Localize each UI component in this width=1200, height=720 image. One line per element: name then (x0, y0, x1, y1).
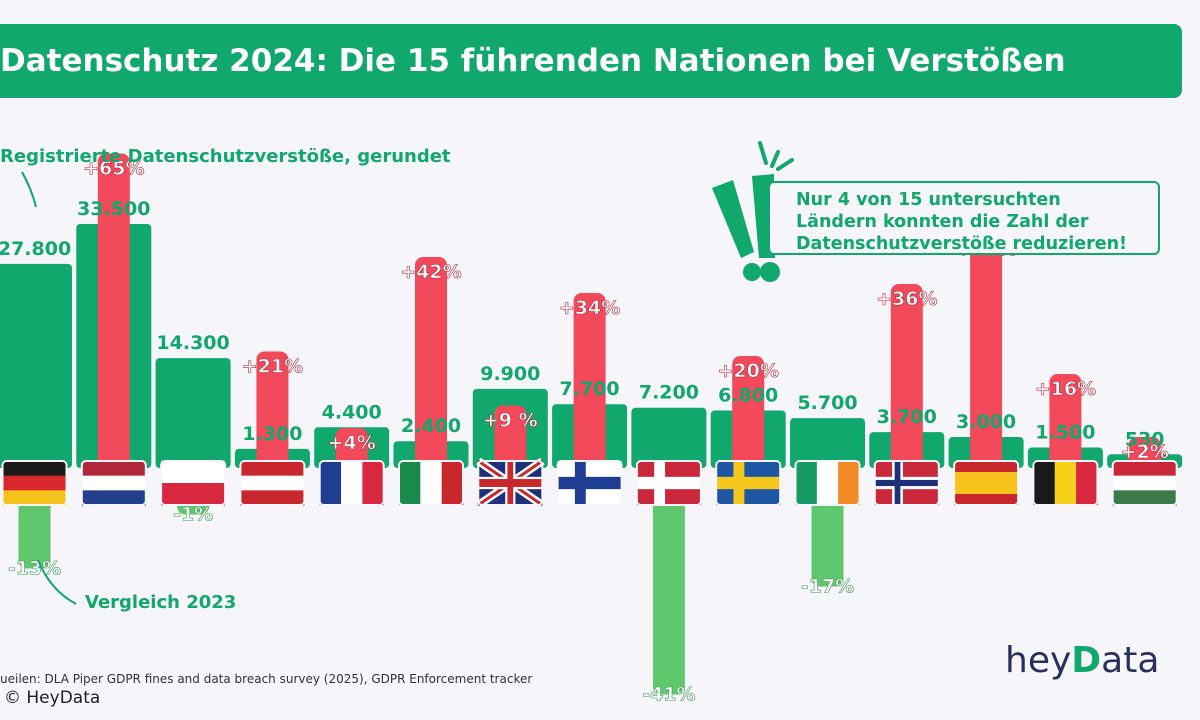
change-label-uk: +9 % (483, 410, 538, 432)
change-bar-denmark (652, 488, 685, 695)
value-bar-ireland (790, 418, 865, 468)
change-bar-france (335, 428, 368, 468)
value-bar-denmark (631, 407, 707, 468)
value-bar-germany (0, 263, 72, 468)
value-label-finland: 7.700 (560, 378, 620, 400)
source-note: ueilen: DLA Piper GDPR fines and data br… (0, 672, 533, 686)
change-label-poland: -1% (173, 504, 213, 526)
sweden-flag-icon (715, 460, 782, 506)
change-bar-belgium (1049, 374, 1082, 468)
poland-flag-icon (160, 460, 227, 506)
belgium-flag-icon (1032, 460, 1099, 506)
bars-legend-connector (21, 171, 37, 208)
change-label-norway: +36% (876, 288, 937, 310)
spain-flag-icon (953, 460, 1020, 506)
value-label-belgium: 1.500 (1035, 422, 1095, 444)
callout-box: Nur 4 von 15 untersuchten Ländern konnte… (768, 181, 1160, 255)
change-bar-uk (494, 405, 527, 468)
value-label-austria: 1.300 (242, 423, 302, 445)
change-bar-sweden (732, 356, 765, 468)
callout-line-2: Ländern konnten die Zahl der (796, 212, 1089, 232)
denmark-flag-icon (635, 460, 702, 506)
change-label-denmark: -41% (642, 684, 695, 706)
value-label-poland: 14.300 (156, 332, 229, 354)
change-bar-spain (970, 234, 1003, 468)
callout-line-1: Nur 4 von 15 untersuchten (796, 190, 1061, 210)
france-flag-icon (318, 460, 385, 506)
value-label-norway: 3.700 (877, 406, 937, 428)
change-bar-germany (18, 488, 51, 569)
hungary-flag-icon (1111, 460, 1178, 506)
austria-flag-icon (239, 460, 306, 506)
value-label-ireland: 5.700 (797, 392, 857, 414)
change-label-netherlands: +65% (83, 158, 144, 180)
change-legend-label: Vergleich 2023 (85, 592, 237, 613)
change-label-hungary: +2% (1121, 441, 1169, 463)
value-label-hungary: 530 (1125, 428, 1165, 450)
value-label-spain: 3.000 (956, 411, 1016, 433)
norway-flag-icon (873, 460, 940, 506)
value-label-sweden: 6.800 (718, 385, 778, 407)
finland-flag-icon (556, 460, 623, 506)
change-label-germany: -13% (8, 558, 61, 580)
uk-flag-icon (476, 457, 545, 509)
change-label-belgium: +16% (1035, 378, 1096, 400)
change-bar-ireland (811, 488, 844, 587)
netherlands-flag-icon (80, 460, 147, 506)
change-bar-italy (415, 257, 447, 468)
value-label-italy: 2.400 (401, 415, 461, 437)
change-bar-netherlands (97, 153, 130, 468)
chart-title: Datenschutz 2024: Die 15 führenden Natio… (0, 43, 1066, 79)
value-label-uk: 9.900 (480, 363, 540, 385)
value-label-netherlands: 33.500 (77, 198, 150, 220)
change-bar-austria (256, 351, 289, 468)
change-bar-norway (890, 284, 923, 468)
value-label-germany: 27.800 (0, 238, 71, 260)
change-label-ireland: -17% (801, 576, 854, 598)
change-bar-finland (573, 293, 606, 468)
copyright-note: © HeyData (4, 688, 101, 708)
heydata-logo: heyData (1005, 640, 1160, 681)
change-label-finland: +34% (559, 297, 620, 319)
value-label-denmark: 7.200 (639, 382, 699, 404)
ireland-flag-icon (794, 460, 861, 506)
germany-flag-icon (1, 460, 68, 506)
bars-legend-label: Registrierte Datenschutzverstöße, gerund… (0, 146, 451, 167)
value-bar-poland (155, 358, 231, 468)
title-banner: Datenschutz 2024: Die 15 führenden Natio… (0, 24, 1182, 98)
change-label-austria: +21% (242, 356, 303, 378)
value-label-france: 4.400 (322, 401, 382, 423)
callout-line-3: Datenschutzverstöße reduzieren! (796, 234, 1128, 254)
change-label-france: +4% (328, 432, 376, 454)
change-label-italy: +42% (400, 261, 461, 283)
change-legend-connector (37, 559, 77, 605)
italy-flag-icon (398, 460, 464, 506)
change-label-sweden: +20% (717, 360, 778, 382)
